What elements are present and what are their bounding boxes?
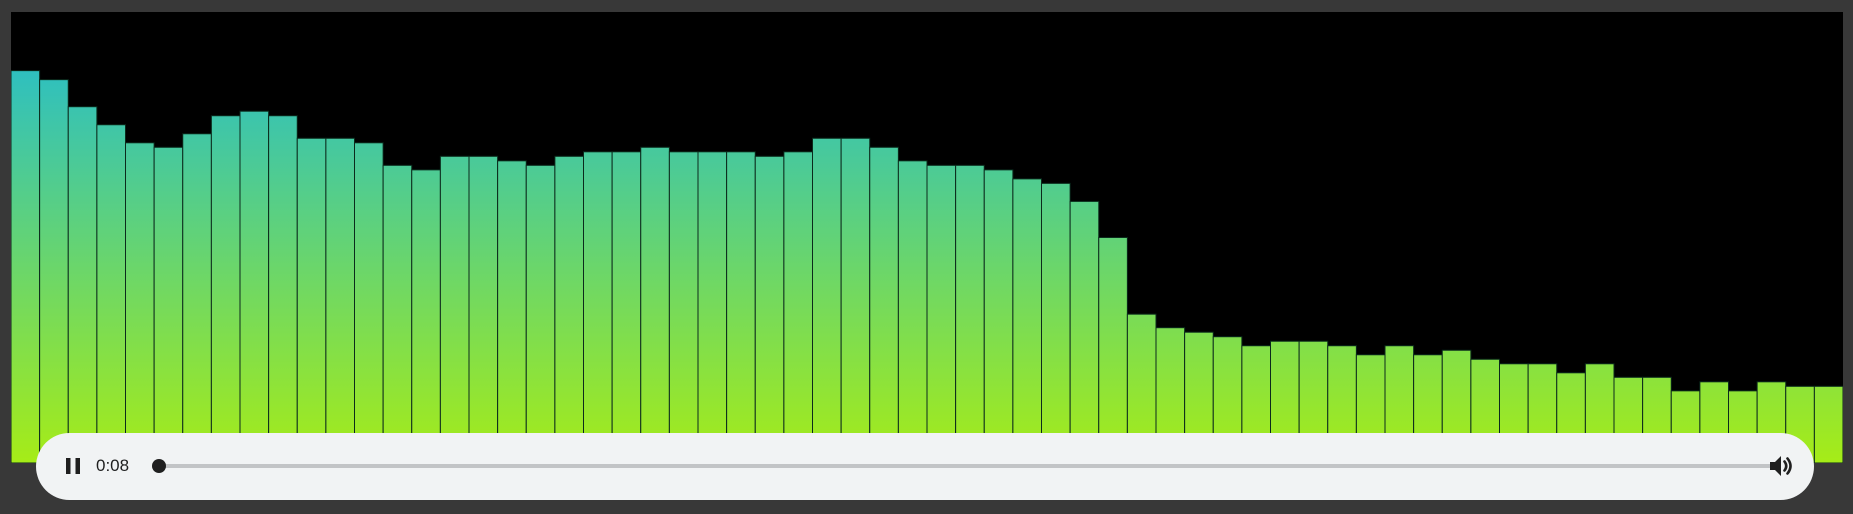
spectrum-bar (1813, 385, 1843, 463)
spectrum-bar (525, 164, 556, 463)
spectrum-bar (812, 137, 842, 463)
spectrum-bar (583, 151, 613, 463)
spectrum-bar (726, 151, 756, 463)
spectrum-bar (210, 115, 241, 463)
visualizer-canvas (11, 12, 1843, 463)
spectrum-bar (1069, 200, 1100, 463)
spectrum-bar (67, 106, 98, 463)
spectrum-bar (268, 115, 298, 463)
spectrum-bar (640, 146, 670, 463)
spectrum-bar (869, 146, 899, 463)
spectrum-bar (783, 151, 814, 463)
spectrum-bar (497, 160, 527, 463)
current-time: 0:08 (96, 456, 130, 475)
spectrum-bar (1098, 237, 1128, 463)
pause-icon (66, 458, 80, 474)
spectrum-bar (468, 155, 499, 463)
spectrum-bar (411, 169, 441, 463)
spectrum-bar (611, 151, 642, 463)
spectrum-bar (354, 142, 384, 463)
spectrum-bar (1041, 182, 1071, 463)
spectrum-bars (11, 70, 1843, 463)
pause-button[interactable] (56, 449, 90, 483)
spectrum-bar (554, 155, 585, 463)
spectrum-bar (11, 70, 41, 463)
spectrum-bar (239, 110, 270, 463)
spectrum-bar (96, 124, 127, 463)
spectrum-bar (125, 142, 155, 463)
spectrum-bar (840, 137, 871, 463)
spectrum-bar (325, 137, 356, 463)
volume-button[interactable] (1764, 449, 1798, 483)
spectrum-bar (39, 79, 69, 463)
seek-slider[interactable] (151, 459, 1776, 473)
volume-icon (1770, 456, 1792, 476)
spectrum-bar (296, 137, 327, 463)
spectrum-bar (153, 146, 184, 463)
spectrum-bar (668, 151, 699, 463)
spectrum-bar (897, 160, 928, 463)
spectrum-bar (697, 151, 728, 463)
spectrum-bar (1012, 178, 1043, 463)
spectrum-bar (182, 133, 212, 463)
seek-track (154, 464, 1776, 468)
audio-player: 0:08 (36, 433, 1814, 500)
spectrum-bar (754, 155, 785, 463)
seek-handle[interactable] (151, 459, 166, 473)
spectrum-bar (926, 164, 957, 463)
spectrum-bar (382, 164, 413, 463)
spectrum-bar (983, 169, 1014, 463)
spectrum-bar (955, 164, 985, 463)
spectrum-bar (439, 155, 470, 463)
